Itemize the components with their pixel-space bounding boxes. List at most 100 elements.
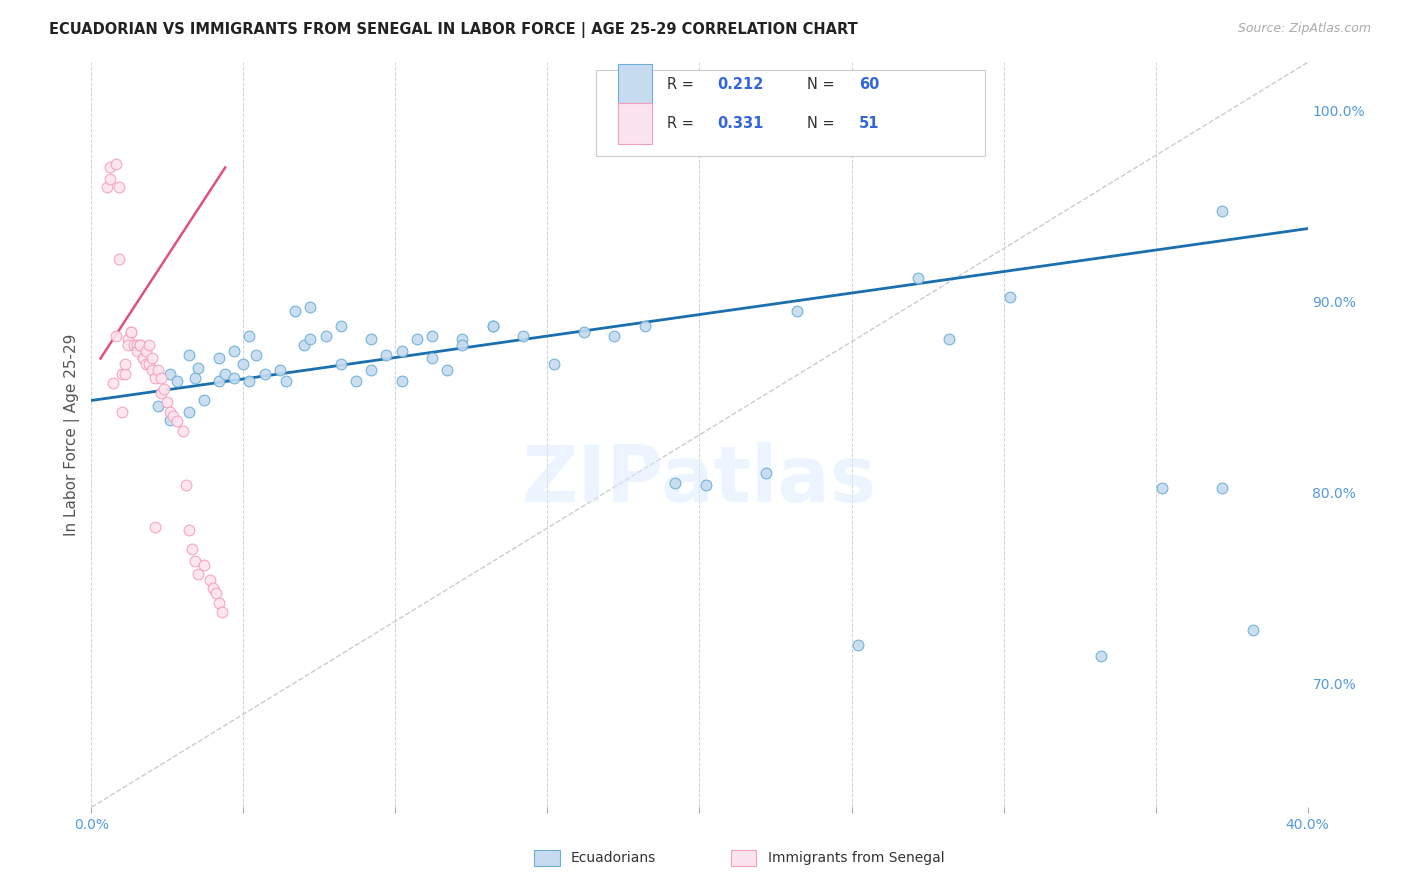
Point (543, 357, 565, 371)
Point (451, 338, 474, 352)
Point (156, 395, 179, 409)
Point (184, 370, 207, 384)
Point (664, 475, 686, 490)
Point (572, 325, 595, 339)
Point (135, 343, 157, 358)
Point (138, 338, 160, 352)
Point (125, 338, 148, 352)
Point (153, 382, 176, 396)
Point (481, 318, 503, 333)
Point (193, 393, 215, 408)
Point (420, 328, 443, 343)
Point (120, 325, 142, 339)
Point (132, 351, 155, 366)
Point (205, 586, 228, 600)
Point (998, 290, 1021, 304)
Point (148, 399, 170, 413)
Point (177, 405, 200, 419)
Point (315, 328, 337, 343)
Point (375, 348, 398, 362)
Point (1211, 204, 1233, 219)
Text: R =: R = (666, 77, 699, 92)
Point (162, 409, 184, 423)
Point (405, 332, 427, 346)
Point (299, 332, 322, 346)
Point (114, 357, 136, 371)
Point (117, 338, 139, 352)
Point (125, 343, 148, 358)
Point (114, 367, 136, 381)
Point (141, 351, 163, 366)
Point (292, 338, 315, 352)
Point (174, 477, 197, 491)
Point (198, 573, 221, 587)
Point (187, 361, 209, 376)
Point (846, 638, 869, 652)
Point (111, 367, 134, 381)
Point (360, 363, 382, 377)
Point (98, 161, 121, 175)
Point (211, 606, 233, 620)
Y-axis label: In Labor Force | Age 25-29: In Labor Force | Age 25-29 (65, 334, 80, 536)
Point (299, 300, 322, 314)
Point (391, 375, 413, 389)
Point (232, 357, 254, 371)
Point (129, 338, 152, 352)
Point (180, 542, 202, 557)
Point (907, 271, 929, 285)
Point (193, 558, 215, 572)
Point (1241, 623, 1264, 637)
FancyBboxPatch shape (596, 70, 986, 155)
Text: Source: ZipAtlas.com: Source: ZipAtlas.com (1237, 22, 1371, 36)
Text: R =: R = (666, 116, 699, 131)
Text: N =: N = (807, 116, 839, 131)
Point (159, 367, 181, 381)
Point (344, 375, 367, 389)
Point (269, 363, 291, 377)
Point (129, 338, 152, 352)
Point (329, 357, 352, 371)
Point (96, 179, 118, 194)
Point (481, 318, 503, 333)
Text: Immigrants from Senegal: Immigrants from Senegal (768, 851, 945, 865)
Point (177, 348, 200, 362)
Point (938, 332, 960, 346)
Point (420, 351, 443, 366)
Point (150, 370, 173, 384)
Point (1211, 481, 1233, 495)
Text: N =: N = (807, 77, 839, 92)
Point (284, 303, 307, 318)
Point (143, 370, 166, 384)
Point (141, 363, 163, 377)
Point (451, 332, 474, 346)
Text: 60: 60 (859, 77, 879, 92)
Point (436, 363, 458, 377)
Point (111, 405, 134, 419)
Point (208, 375, 231, 389)
Point (253, 367, 276, 381)
Point (214, 367, 236, 381)
Point (512, 328, 534, 343)
Point (120, 325, 142, 339)
Point (166, 415, 188, 429)
FancyBboxPatch shape (619, 103, 652, 145)
Point (172, 424, 194, 438)
Point (187, 567, 209, 582)
Text: Ecuadorians: Ecuadorians (571, 851, 657, 865)
Bar (731, 850, 756, 866)
Point (245, 348, 267, 362)
Point (150, 385, 173, 400)
Point (695, 477, 717, 491)
Point (104, 328, 127, 343)
Point (786, 303, 808, 318)
Point (274, 375, 297, 389)
Point (159, 412, 181, 426)
Point (184, 554, 207, 568)
Point (208, 596, 231, 610)
Point (101, 376, 124, 391)
Text: ZIPatlas: ZIPatlas (522, 442, 877, 517)
Point (1090, 649, 1112, 664)
Point (224, 343, 246, 358)
Point (1150, 481, 1173, 495)
Point (148, 363, 170, 377)
